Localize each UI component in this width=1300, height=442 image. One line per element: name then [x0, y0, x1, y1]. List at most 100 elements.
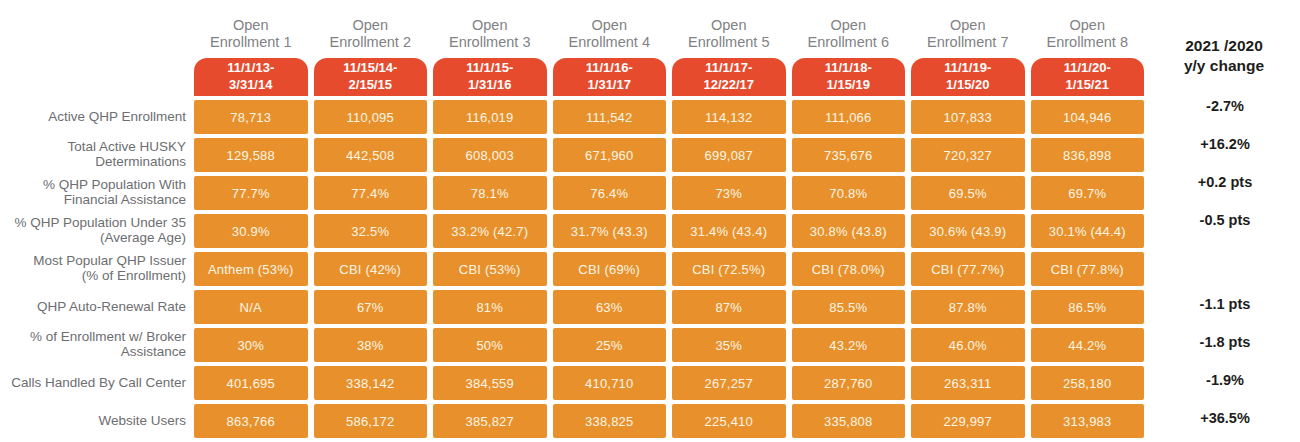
data-cell: 35%: [672, 328, 786, 362]
data-cell: 267,257: [672, 366, 786, 400]
date-range-cell: 11/1/17- 12/22/17: [672, 58, 786, 96]
data-cell: 76.4%: [553, 176, 667, 210]
data-cell: 85.5%: [792, 290, 906, 324]
data-cell: 78.1%: [433, 176, 547, 210]
date-range-cell: 11/1/19- 1/15/20: [911, 58, 1025, 96]
change-value: -0.5 pts: [1150, 203, 1300, 237]
change-value: -2.7%: [1150, 89, 1300, 123]
data-cell: 608,003: [433, 138, 547, 172]
data-cell: 111,542: [553, 100, 667, 134]
data-cell: 81%: [433, 290, 547, 324]
data-cell: 86.5%: [1031, 290, 1145, 324]
data-cell: CBI (78.0%): [792, 252, 906, 286]
open-enrollment-table: 2021 /2020 y/y change Open Enrollment 1 …: [0, 0, 1300, 442]
data-cell: 77.4%: [314, 176, 428, 210]
data-cell: 129,588: [194, 138, 308, 172]
table-row-auto-renewal-rate: QHP Auto-Renewal Rate N/A 67% 81% 63% 87…: [0, 290, 1300, 324]
data-cell: 104,946: [1031, 100, 1145, 134]
row-label: % QHP Population Under 35 (Average Age): [0, 214, 188, 248]
date-range-row: 11/1/13- 3/31/14 11/15/14- 2/15/15 11/1/…: [0, 58, 1300, 96]
data-cell: 384,559: [433, 366, 547, 400]
data-cell: 338,825: [553, 404, 667, 438]
change-value: +36.5%: [1150, 401, 1300, 435]
data-cell: 30%: [194, 328, 308, 362]
spacer: [0, 58, 188, 96]
data-cell: 229,997: [911, 404, 1025, 438]
data-cell: 87%: [672, 290, 786, 324]
table-row-total-active-husky: Total Active HUSKY Determinations 129,58…: [0, 138, 1300, 172]
data-cell: 735,676: [792, 138, 906, 172]
change-column-header: 2021 /2020 y/y change: [1154, 36, 1294, 76]
data-cell: 258,180: [1031, 366, 1145, 400]
data-cell: 69.5%: [911, 176, 1025, 210]
row-label: QHP Auto-Renewal Rate: [0, 290, 188, 324]
data-cell: CBI (77.8%): [1031, 252, 1145, 286]
data-cell: CBI (77.7%): [911, 252, 1025, 286]
change-value: -1.9%: [1150, 363, 1300, 397]
data-cell: 442,508: [314, 138, 428, 172]
column-title: Open Enrollment 7: [911, 6, 1025, 54]
data-cell: 77.7%: [194, 176, 308, 210]
data-cell: 116,019: [433, 100, 547, 134]
data-cell: 338,142: [314, 366, 428, 400]
spacer: [0, 6, 188, 54]
data-cell: 111,066: [792, 100, 906, 134]
date-range-cell: 11/1/15- 1/31/16: [433, 58, 547, 96]
data-cell: 410,710: [553, 366, 667, 400]
table-row-website-users: Website Users 863,766 586,172 385,827 33…: [0, 404, 1300, 438]
data-cell: 50%: [433, 328, 547, 362]
data-cell: 67%: [314, 290, 428, 324]
change-value: +16.2%: [1150, 127, 1300, 161]
data-cell: 401,695: [194, 366, 308, 400]
column-title: Open Enrollment 4: [553, 6, 667, 54]
data-cell: N/A: [194, 290, 308, 324]
data-cell: 69.7%: [1031, 176, 1145, 210]
table-row-active-qhp-enrollment: Active QHP Enrollment 78,713 110,095 116…: [0, 100, 1300, 134]
date-range-cell: 11/1/16- 1/31/17: [553, 58, 667, 96]
data-cell: 38%: [314, 328, 428, 362]
row-label: Calls Handled By Call Center: [0, 366, 188, 400]
data-cell: 720,327: [911, 138, 1025, 172]
table-row-pct-under-35: % QHP Population Under 35 (Average Age) …: [0, 214, 1300, 248]
table-row-calls-handled: Calls Handled By Call Center 401,695 338…: [0, 366, 1300, 400]
date-range-cell: 11/15/14- 2/15/15: [314, 58, 428, 96]
data-cell: 25%: [553, 328, 667, 362]
row-label: Website Users: [0, 404, 188, 438]
table-row-pct-financial-assistance: % QHP Population With Financial Assistan…: [0, 176, 1300, 210]
data-cell: 110,095: [314, 100, 428, 134]
data-cell: 863,766: [194, 404, 308, 438]
data-cell: 836,898: [1031, 138, 1145, 172]
column-headers-row: Open Enrollment 1 Open Enrollment 2 Open…: [0, 6, 1300, 54]
data-cell: 335,808: [792, 404, 906, 438]
change-value: [1150, 252, 1300, 286]
data-cell: 70.8%: [792, 176, 906, 210]
column-title: Open Enrollment 3: [433, 6, 547, 54]
data-cell: 107,833: [911, 100, 1025, 134]
column-title: Open Enrollment 6: [792, 6, 906, 54]
column-title: Open Enrollment 1: [194, 6, 308, 54]
data-cell: CBI (69%): [553, 252, 667, 286]
row-label: % of Enrollment w/ Broker Assistance: [0, 328, 188, 362]
column-title: Open Enrollment 8: [1031, 6, 1145, 54]
date-range-cell: 11/1/13- 3/31/14: [194, 58, 308, 96]
date-range-cell: 11/1/20- 1/15/21: [1031, 58, 1145, 96]
data-cell: CBI (42%): [314, 252, 428, 286]
data-cell: 44.2%: [1031, 328, 1145, 362]
data-cell: 313,983: [1031, 404, 1145, 438]
date-range-cell: 11/1/18- 1/15/19: [792, 58, 906, 96]
data-cell: 46.0%: [911, 328, 1025, 362]
data-cell: 671,960: [553, 138, 667, 172]
data-cell: 30.9%: [194, 214, 308, 248]
data-cell: 33.2% (42.7): [433, 214, 547, 248]
change-value: +0.2 pts: [1150, 165, 1300, 199]
data-cell: 225,410: [672, 404, 786, 438]
data-cell: 30.8% (43.8): [792, 214, 906, 248]
data-cell: CBI (72.5%): [672, 252, 786, 286]
data-cell: 699,087: [672, 138, 786, 172]
data-cell: 30.1% (44.4): [1031, 214, 1145, 248]
column-title: Open Enrollment 2: [314, 6, 428, 54]
data-cell: 263,311: [911, 366, 1025, 400]
row-label: % QHP Population With Financial Assistan…: [0, 176, 188, 210]
row-label: Active QHP Enrollment: [0, 100, 188, 134]
change-value: -1.8 pts: [1150, 325, 1300, 359]
